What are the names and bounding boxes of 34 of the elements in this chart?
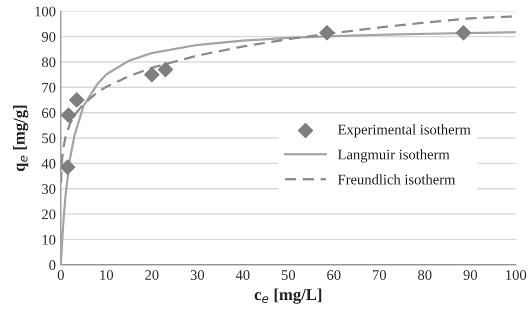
- x-tick-label: 40: [236, 270, 250, 280]
- legend-label: Freundlich isotherm: [338, 174, 456, 184]
- y-axis-title: q$_{e}$ [mg/g]: [13, 106, 28, 172]
- y-tick-label: 20: [42, 209, 56, 220]
- point: [69, 92, 84, 108]
- x-tick-label: 90: [463, 270, 478, 280]
- x-tick-label: 60: [327, 270, 341, 280]
- legend-label: Langmuir isotherm: [338, 149, 450, 162]
- point: [319, 25, 335, 40]
- point: [158, 62, 174, 78]
- point: [60, 108, 76, 123]
- y-tick-label: 10: [42, 234, 56, 245]
- y-tick-label: 80: [42, 57, 56, 68]
- x-tick-label: 80: [418, 270, 432, 280]
- x-tick-label: 100: [506, 270, 526, 280]
- point: [60, 160, 76, 175]
- point: [456, 25, 472, 40]
- y-tick-label: 90: [42, 32, 56, 42]
- legend-label: Experimental isotherm: [338, 124, 471, 138]
- x-tick-label: 10: [100, 270, 114, 280]
- y-tick-label: 30: [42, 184, 56, 194]
- x-tick-label: 0: [58, 270, 64, 280]
- x-axis-title: c$_{e}$ [mg/L]: [254, 288, 322, 304]
- y-tick-label: 40: [42, 158, 56, 169]
- y-tick-label: 0: [49, 260, 56, 270]
- x-tick-label: 50: [282, 270, 296, 280]
- y-tick-label: 60: [42, 108, 56, 118]
- x-tick-label: 20: [145, 270, 159, 280]
- point: [144, 66, 160, 82]
- y-tick-label: 70: [42, 82, 56, 93]
- x-tick-label: 30: [190, 270, 204, 280]
- y-tick-label: 100: [35, 6, 56, 16]
- x-tick-label: 70: [372, 270, 386, 280]
- y-tick-label: 50: [42, 133, 56, 144]
